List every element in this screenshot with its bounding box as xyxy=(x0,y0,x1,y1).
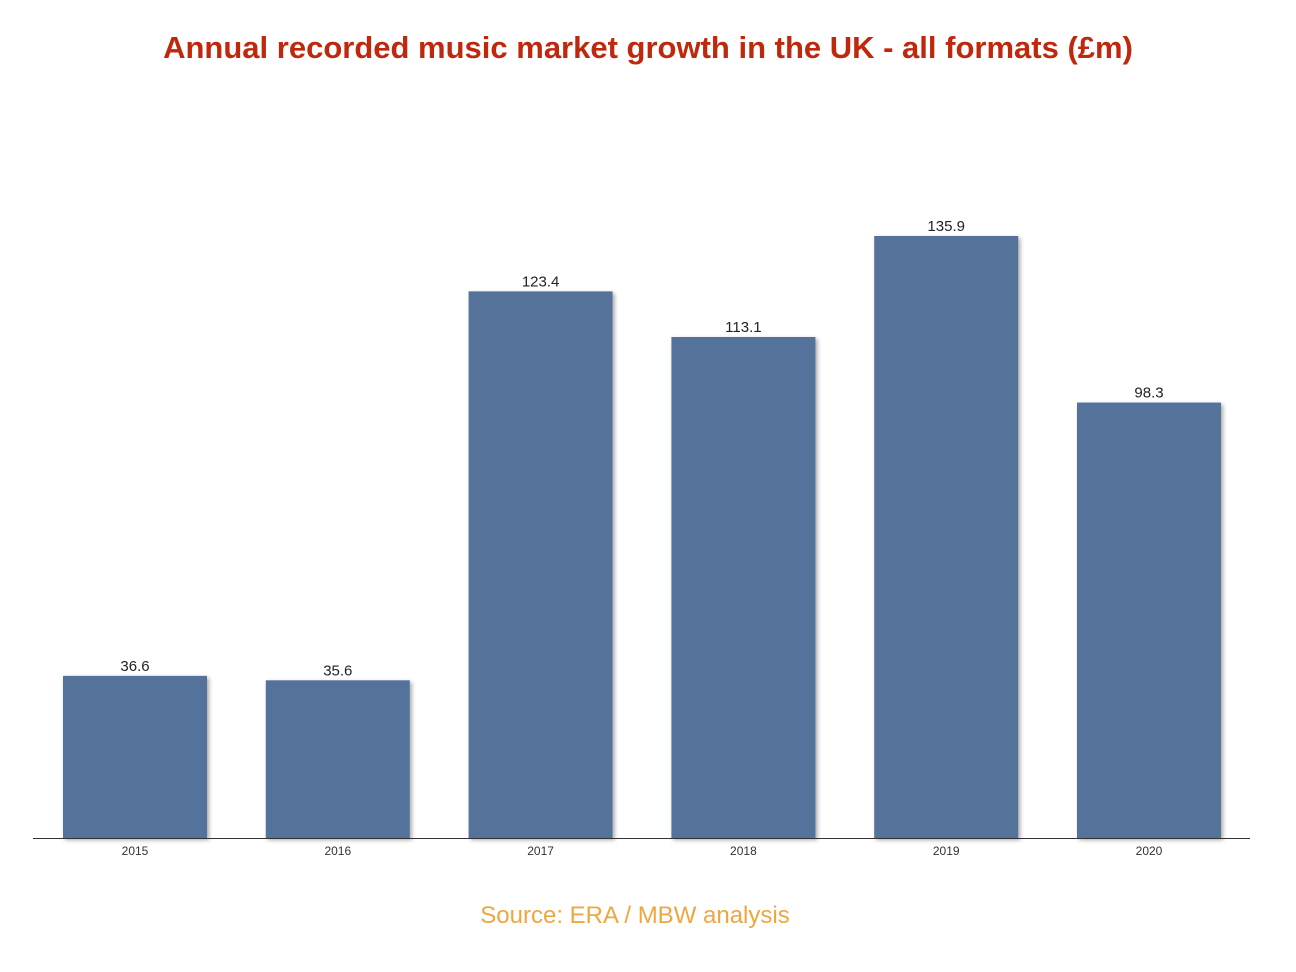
bar-2017 xyxy=(468,291,613,838)
x-tick-label: 2019 xyxy=(933,844,960,858)
chart-title: Annual recorded music market growth in t… xyxy=(163,30,1133,65)
x-tick-label: 2015 xyxy=(122,844,149,858)
x-tick-label: 2016 xyxy=(324,844,351,858)
data-label: 98.3 xyxy=(1134,385,1163,402)
bar-2018 xyxy=(671,336,816,838)
data-label: 36.6 xyxy=(120,658,149,675)
data-label: 113.1 xyxy=(725,319,761,336)
bar-2019 xyxy=(874,236,1019,838)
data-label: 35.6 xyxy=(323,662,352,679)
x-tick-label: 2018 xyxy=(730,844,757,858)
bar-2016 xyxy=(265,680,410,838)
data-label: 123.4 xyxy=(522,273,560,290)
source-note: Source: ERA / MBW analysis xyxy=(480,902,790,929)
bar-2020 xyxy=(1077,402,1221,838)
bar-2015 xyxy=(63,675,207,838)
data-label: 135.9 xyxy=(927,218,965,235)
x-tick-label: 2020 xyxy=(1136,844,1163,858)
x-tick-label: 2017 xyxy=(527,844,554,858)
